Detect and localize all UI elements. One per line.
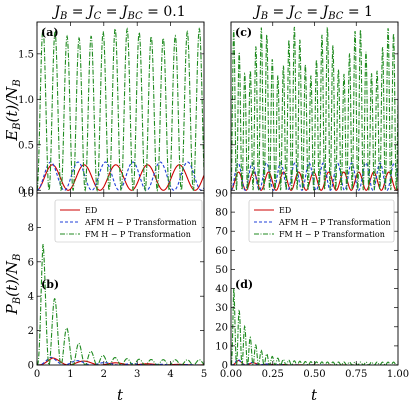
legend-label-fm: FM H − P Transformation bbox=[279, 230, 385, 239]
legend-box-b bbox=[54, 199, 203, 243]
legend-label-fm: FM H − P Transformation bbox=[85, 230, 191, 239]
xlabel-left: t bbox=[117, 386, 124, 404]
panel-a: 0.0 0.5 1.0 1.5 (a) bbox=[18, 21, 205, 197]
ytick-label-d: 30 bbox=[215, 303, 228, 314]
xtick-label-b: 0 bbox=[34, 369, 40, 380]
legend-b: ED AFM H − P Transformation FM H − P Trans… bbox=[54, 199, 203, 243]
ytick-label-d: 50 bbox=[215, 265, 228, 276]
panel-label-c: (c) bbox=[235, 26, 252, 39]
ylabel-energy: EB(t)/NB bbox=[3, 79, 23, 142]
ytick-label-d: 20 bbox=[215, 322, 228, 333]
ytick-label-b: 8 bbox=[28, 223, 34, 234]
xtick-label-b: 3 bbox=[134, 369, 140, 380]
xtick-label-d: 0.00 bbox=[220, 369, 242, 380]
ytick-label-b: 10 bbox=[21, 189, 34, 200]
panel-c: (c) bbox=[230, 21, 399, 194]
xtick-label-d: 0.25 bbox=[262, 369, 284, 380]
ytick-label-a: 1.5 bbox=[18, 49, 34, 60]
xtick-label-d: 0.50 bbox=[303, 369, 325, 380]
axes-frame-b bbox=[36, 192, 205, 366]
ytick-label-d: 0 bbox=[222, 361, 228, 372]
legend-label-ed: ED bbox=[279, 206, 291, 215]
ytick-label-a: 0.5 bbox=[18, 140, 34, 151]
series-ed-a bbox=[37, 164, 204, 191]
ytick-label-b: 4 bbox=[28, 292, 34, 303]
series-group-b bbox=[37, 244, 204, 365]
xtick-label-d: 1.00 bbox=[387, 369, 409, 380]
xtick-label-b: 4 bbox=[167, 369, 173, 380]
series-ed-b bbox=[37, 357, 204, 365]
panel-b: 0 2 4 6 8 10 0 1 2 3 4 5 (b) ED AFM H − P Transformati… bbox=[21, 189, 207, 381]
series-group-d bbox=[231, 288, 398, 365]
ytick-label-d: 60 bbox=[215, 246, 228, 257]
ytick-label-d: 70 bbox=[215, 227, 228, 238]
xtick-label-b: 5 bbox=[201, 369, 207, 380]
ytick-label-d: 10 bbox=[215, 341, 228, 352]
ytick-label-a: 0.0 bbox=[18, 186, 34, 197]
xtick-label-b: 1 bbox=[67, 369, 73, 380]
legend-label-ed: ED bbox=[85, 206, 97, 215]
ytick-label-a: 1.0 bbox=[18, 95, 34, 106]
ytick-label-b: 6 bbox=[28, 257, 34, 268]
legend-box-d bbox=[248, 199, 395, 243]
ytick-label-d: 90 bbox=[215, 189, 228, 200]
title-right: JB = JC = JBC = 1 bbox=[252, 4, 373, 22]
ylabel-power: PB(t)/NB bbox=[3, 254, 23, 316]
series-fm-a bbox=[37, 27, 204, 192]
series-afm-c bbox=[231, 162, 398, 191]
ytick-label-d: 40 bbox=[215, 284, 228, 295]
series-group-a bbox=[37, 27, 204, 192]
panel-label-b: (b) bbox=[41, 278, 59, 291]
axes-frame-a bbox=[36, 21, 205, 194]
legend-d: ED AFM H − P Transformation FM H − P Trans… bbox=[248, 199, 395, 243]
title-left: JB = JC = JBC = 0.1 bbox=[51, 4, 185, 22]
ytick-label-b: 0 bbox=[28, 361, 34, 372]
panel-label-d: (d) bbox=[235, 278, 253, 291]
panel-d: 0 10 20 30 40 50 60 70 80 90 0.00 0.25 0.50 0.75 1.00 (… bbox=[215, 189, 409, 381]
series-fm-d bbox=[231, 288, 398, 365]
series-group-c bbox=[231, 26, 398, 191]
ytick-label-d: 80 bbox=[215, 208, 228, 219]
series-fm-c bbox=[231, 26, 398, 191]
xtick-label-b: 2 bbox=[101, 369, 107, 380]
xtick-label-d: 0.75 bbox=[345, 369, 367, 380]
ytick-label-b: 2 bbox=[28, 326, 34, 337]
legend-label-afm: AFM H − P Transformation bbox=[278, 218, 391, 227]
legend-label-afm: AFM H − P Transformation bbox=[84, 218, 197, 227]
xlabel-right: t bbox=[311, 386, 318, 404]
series-fm-b bbox=[37, 244, 204, 365]
panel-label-a: (a) bbox=[41, 26, 59, 39]
